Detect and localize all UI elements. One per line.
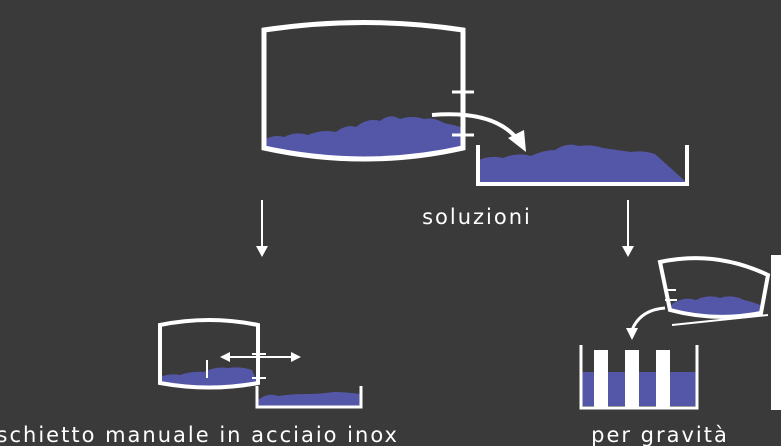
gravity-discharge: [579, 255, 781, 410]
label-solutions: soluzioni: [422, 205, 532, 229]
down-arrows: [256, 200, 634, 257]
main-tank: [261, 20, 526, 162]
manual-scraper: [158, 318, 363, 409]
label-manual: raschietto manuale in acciaio inox: [0, 423, 399, 446]
label-gravity: per gravità: [591, 423, 729, 446]
tray: [476, 144, 689, 186]
